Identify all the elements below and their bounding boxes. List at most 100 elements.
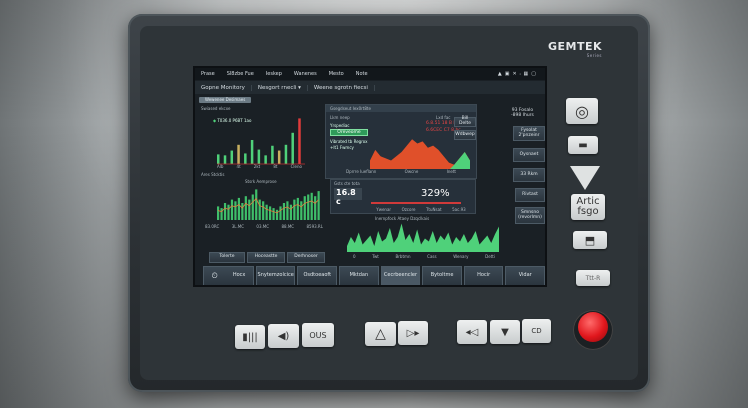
bar — [310, 192, 313, 220]
bar — [272, 208, 275, 220]
nav-item[interactable]: Cecrbeencler — [380, 266, 421, 285]
bar — [258, 199, 261, 220]
menu-item[interactable]: Mesto — [328, 71, 344, 77]
readout-label: Lxd fac — [436, 115, 451, 120]
clock-icon: ⏲ — [211, 270, 218, 280]
temperature-value: 16.8 c — [334, 188, 362, 206]
nav-item[interactable]: Hocir — [463, 266, 504, 285]
gauge-panel: Gsts cte tota 16.8 c 329% Ywenar Ozcore Tt… — [330, 179, 476, 214]
forward-button[interactable]: ▷▸ — [398, 321, 428, 345]
nav-item[interactable]: Snytemzolcice — [255, 266, 296, 285]
nav-item[interactable]: Osdtoeaoft — [297, 266, 338, 285]
delete-button[interactable]: Bill Delte — [454, 116, 476, 127]
bar — [298, 118, 301, 164]
spiral-button[interactable]: ◎ — [566, 98, 598, 124]
x-tick: Alb — [217, 164, 224, 169]
bar — [244, 196, 247, 220]
bar — [275, 209, 279, 220]
gauge-tab[interactable]: TtuNsat — [425, 207, 442, 212]
bar — [307, 194, 310, 220]
cd-button[interactable]: CD — [522, 319, 551, 343]
alarm-readout: 6.6CEC C7 8 hc — [426, 128, 461, 133]
display-button[interactable]: ▬ — [568, 136, 598, 154]
gauge-tab[interactable]: Ywenar — [376, 207, 392, 212]
lower-left-xaxis: 83.0RC 3L.MC 03.MC 88.MC 8593.RL — [205, 224, 323, 229]
action-button[interactable]: Derhnoser — [287, 252, 325, 263]
x-tick: 4t — [236, 164, 241, 169]
triangle-up-icon: △ — [375, 326, 386, 342]
action-button[interactable]: Tolerte — [209, 252, 245, 263]
emergency-stop-button[interactable] — [578, 312, 608, 342]
header-row: Gopne Monitory Nesgort rnecli ▾ Weene sg… — [195, 81, 545, 94]
center-note: Vibrated tb Regrox — [330, 139, 368, 144]
gauge-buttons: Ywenar Ozcore TtuNsat 5ac.93 — [371, 207, 471, 212]
bottom-side-button[interactable]: Ttt-R — [576, 270, 610, 286]
back-icon: ◂◁ — [465, 326, 479, 338]
window-button[interactable]: Wdbwep — [454, 130, 476, 140]
down-button[interactable]: ▼ — [490, 320, 520, 344]
x-tick: 03.MC — [256, 224, 270, 229]
bar — [255, 189, 258, 220]
bar — [217, 154, 220, 164]
down-triangle-button[interactable] — [570, 166, 600, 190]
x-tick: Brbtmn — [395, 254, 411, 259]
volume-button[interactable]: ◀) — [268, 324, 299, 348]
nav-item[interactable]: Vidar — [505, 266, 545, 285]
nav-home[interactable]: ⏲ Hocx — [203, 266, 254, 285]
menu-item[interactable]: Wanenes — [293, 71, 317, 77]
bar — [264, 155, 267, 164]
bar — [284, 144, 288, 164]
side-button[interactable]: Fysolat 2'pnzeinr — [513, 126, 545, 141]
bar — [271, 145, 274, 164]
menu-item[interactable]: Ieskep — [265, 71, 282, 77]
side-button[interactable]: Rivtast — [515, 188, 545, 202]
bar — [257, 149, 261, 164]
menu-item[interactable]: Prase — [201, 71, 215, 77]
bar — [248, 199, 251, 220]
bar — [244, 153, 247, 164]
back-button[interactable]: ◂◁ — [457, 320, 487, 344]
bar — [282, 203, 286, 220]
bar — [291, 132, 294, 164]
nav-item[interactable]: Bytoltme — [422, 266, 462, 285]
triangle-down-icon: ▼ — [501, 326, 509, 338]
ous-button[interactable]: OUS — [302, 323, 334, 347]
side-subtitle: -898 Ihurs — [511, 113, 534, 118]
tab-active[interactable]: Wewenee Desimaes — [199, 97, 252, 103]
action-button[interactable]: Hoceastte — [247, 252, 285, 263]
speaker-button[interactable]: ▮||| — [235, 325, 265, 349]
gauge-line — [371, 202, 461, 204]
mode-dropdown[interactable]: Nesgort rnecli ▾ — [252, 84, 308, 91]
up-button[interactable]: △ — [365, 322, 396, 346]
lower-chart-title: Inernpfock Ataey Dzqclkais — [375, 216, 430, 221]
x-tick: 83.0RC — [205, 224, 220, 229]
brand-logo: GEMTEK Series — [548, 40, 603, 58]
function-button[interactable]: Artic fsgo — [571, 194, 605, 220]
lower-left-section: Ares Stcktis — [201, 172, 225, 177]
menu-item[interactable]: Sl8zbe Fue — [226, 71, 254, 77]
status-icons: ▲▣✕ᵢ▦▢ — [497, 71, 539, 77]
x-tick: Owcne — [404, 169, 419, 174]
area-series — [347, 223, 499, 252]
side-button[interactable]: Smnsno (revorlmn) — [515, 207, 545, 224]
bar — [227, 204, 230, 220]
lower-area-chart — [347, 223, 499, 252]
x-tick: Wenary — [453, 254, 469, 259]
side-menu-header: 93 Fosalo -898 Ihurs — [511, 108, 534, 118]
side-button[interactable]: 33 Rkm — [513, 168, 545, 182]
bar — [262, 201, 265, 220]
area-chart-xaxis: Dprrre Iueflann Owcne Inett — [346, 169, 456, 174]
lower-chart-xaxis: 0 Twt Brbtmn Cass Wenary Detti — [353, 254, 495, 259]
display-icon: ▬ — [578, 139, 588, 151]
status-button-green[interactable]: Oreveome — [330, 129, 368, 136]
gauge-tab[interactable]: Ozcore — [401, 207, 416, 212]
bar — [230, 199, 234, 220]
side-button[interactable]: Oysnaet — [513, 148, 545, 162]
nav-item[interactable]: Mktdan — [339, 266, 379, 285]
center-panel: Gsegdseut Iex0rt8te Lkm neep Yrspediac O… — [325, 104, 477, 179]
bar — [250, 140, 254, 164]
gauge-tab[interactable]: 5ac.93 — [452, 207, 466, 212]
menu-item[interactable]: Note — [355, 71, 368, 77]
camera-button[interactable]: ⬒ — [573, 231, 607, 249]
x-tick: 8593.RL — [306, 224, 323, 229]
